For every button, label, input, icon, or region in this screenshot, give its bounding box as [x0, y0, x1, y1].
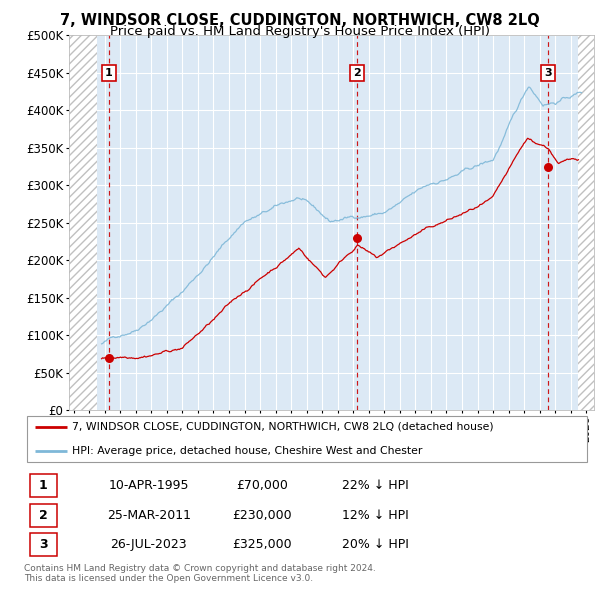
- Text: 22% ↓ HPI: 22% ↓ HPI: [341, 479, 408, 492]
- Text: 26-JUL-2023: 26-JUL-2023: [110, 538, 187, 551]
- Text: 1: 1: [105, 68, 113, 78]
- Text: £325,000: £325,000: [232, 538, 292, 551]
- Text: 2: 2: [353, 68, 361, 78]
- FancyBboxPatch shape: [29, 474, 57, 497]
- Text: 2: 2: [39, 509, 47, 522]
- Text: 3: 3: [545, 68, 552, 78]
- Text: Contains HM Land Registry data © Crown copyright and database right 2024.
This d: Contains HM Land Registry data © Crown c…: [24, 563, 376, 583]
- Text: 3: 3: [39, 538, 47, 551]
- Text: 1: 1: [39, 479, 47, 492]
- Text: Price paid vs. HM Land Registry's House Price Index (HPI): Price paid vs. HM Land Registry's House …: [110, 25, 490, 38]
- Text: £230,000: £230,000: [232, 509, 292, 522]
- Text: £70,000: £70,000: [236, 479, 288, 492]
- FancyBboxPatch shape: [29, 533, 57, 556]
- Text: 25-MAR-2011: 25-MAR-2011: [107, 509, 191, 522]
- FancyBboxPatch shape: [27, 416, 587, 462]
- Text: 12% ↓ HPI: 12% ↓ HPI: [341, 509, 408, 522]
- Text: 20% ↓ HPI: 20% ↓ HPI: [341, 538, 409, 551]
- Text: HPI: Average price, detached house, Cheshire West and Chester: HPI: Average price, detached house, Ches…: [72, 446, 422, 456]
- Text: 10-APR-1995: 10-APR-1995: [109, 479, 189, 492]
- Text: 7, WINDSOR CLOSE, CUDDINGTON, NORTHWICH, CW8 2LQ: 7, WINDSOR CLOSE, CUDDINGTON, NORTHWICH,…: [60, 13, 540, 28]
- Bar: [69, 35, 97, 410]
- Text: 7, WINDSOR CLOSE, CUDDINGTON, NORTHWICH, CW8 2LQ (detached house): 7, WINDSOR CLOSE, CUDDINGTON, NORTHWICH,…: [72, 422, 494, 432]
- FancyBboxPatch shape: [29, 504, 57, 526]
- Bar: [578, 35, 594, 410]
